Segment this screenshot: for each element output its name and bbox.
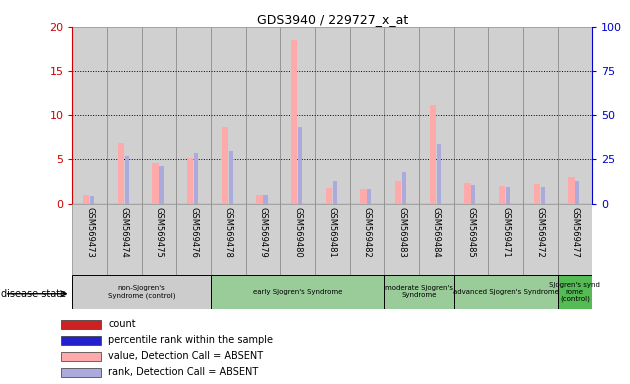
Bar xyxy=(291,40,297,204)
Bar xyxy=(384,204,419,275)
Text: GSM569484: GSM569484 xyxy=(432,207,441,258)
Bar xyxy=(523,27,558,204)
Bar xyxy=(454,204,488,275)
Bar xyxy=(194,153,198,204)
Bar xyxy=(176,204,211,275)
Bar xyxy=(61,368,101,377)
Bar xyxy=(222,127,228,204)
Bar xyxy=(107,27,142,204)
Bar xyxy=(326,188,332,204)
Bar xyxy=(333,182,337,204)
Text: moderate Sjogren's
Syndrome: moderate Sjogren's Syndrome xyxy=(385,285,453,298)
Bar xyxy=(568,177,575,204)
Text: GSM569476: GSM569476 xyxy=(189,207,198,258)
Text: GSM569482: GSM569482 xyxy=(362,207,372,258)
Bar xyxy=(246,27,280,204)
Bar xyxy=(142,204,176,275)
Bar xyxy=(402,172,406,204)
Bar xyxy=(152,163,159,204)
Bar xyxy=(541,187,545,204)
Bar xyxy=(280,27,315,204)
Bar xyxy=(298,127,302,204)
Bar xyxy=(72,27,107,204)
Bar xyxy=(464,183,471,204)
Bar xyxy=(187,157,193,204)
Bar xyxy=(61,336,101,344)
Bar xyxy=(395,182,401,204)
Bar xyxy=(83,195,89,204)
Bar xyxy=(471,185,476,204)
Bar xyxy=(488,27,523,204)
Text: GSM569479: GSM569479 xyxy=(258,207,268,258)
Bar xyxy=(419,27,454,204)
Text: GSM569474: GSM569474 xyxy=(120,207,129,258)
Bar xyxy=(454,275,558,309)
Text: GSM569480: GSM569480 xyxy=(293,207,302,258)
Title: GDS3940 / 229727_x_at: GDS3940 / 229727_x_at xyxy=(256,13,408,26)
Bar xyxy=(506,187,510,204)
Bar xyxy=(263,195,268,204)
Bar xyxy=(280,204,315,275)
Text: percentile rank within the sample: percentile rank within the sample xyxy=(108,335,273,345)
Bar xyxy=(360,189,367,204)
Text: GSM569477: GSM569477 xyxy=(570,207,580,258)
Bar xyxy=(211,275,384,309)
Bar xyxy=(107,204,142,275)
Bar xyxy=(315,27,350,204)
Bar xyxy=(488,204,523,275)
Bar xyxy=(211,204,246,275)
Text: GSM569471: GSM569471 xyxy=(501,207,510,258)
Text: count: count xyxy=(108,319,136,329)
Bar xyxy=(256,195,263,204)
Text: GSM569478: GSM569478 xyxy=(224,207,233,258)
Bar xyxy=(558,204,592,275)
Bar xyxy=(350,204,384,275)
Bar xyxy=(72,275,211,309)
Bar xyxy=(367,189,372,204)
Bar xyxy=(430,104,436,204)
Bar xyxy=(142,27,176,204)
Bar xyxy=(534,184,540,204)
Text: GSM569473: GSM569473 xyxy=(85,207,94,258)
Bar xyxy=(229,151,233,204)
Text: Sjogren's synd
rome
(control): Sjogren's synd rome (control) xyxy=(549,281,600,302)
Bar xyxy=(558,275,592,309)
Bar xyxy=(575,180,580,204)
Text: disease state: disease state xyxy=(1,289,66,299)
Bar xyxy=(523,204,558,275)
Bar xyxy=(61,352,101,361)
Bar xyxy=(211,27,246,204)
Bar xyxy=(125,156,129,204)
Bar xyxy=(61,320,101,329)
Bar xyxy=(384,275,454,309)
Bar xyxy=(350,27,384,204)
Bar xyxy=(499,186,505,204)
Bar xyxy=(419,204,454,275)
Text: advanced Sjogren's Syndrome: advanced Sjogren's Syndrome xyxy=(452,289,559,295)
Bar xyxy=(176,27,211,204)
Text: non-Sjogren's
Syndrome (control): non-Sjogren's Syndrome (control) xyxy=(108,285,176,299)
Text: GSM569485: GSM569485 xyxy=(466,207,476,258)
Bar xyxy=(558,27,592,204)
Bar xyxy=(315,204,350,275)
Text: GSM569475: GSM569475 xyxy=(154,207,164,258)
Text: early Sjogren's Syndrome: early Sjogren's Syndrome xyxy=(253,289,342,295)
Text: GSM569483: GSM569483 xyxy=(397,207,406,258)
Bar xyxy=(454,27,488,204)
Bar xyxy=(159,166,164,204)
Text: GSM569481: GSM569481 xyxy=(328,207,337,258)
Text: rank, Detection Call = ABSENT: rank, Detection Call = ABSENT xyxy=(108,367,258,377)
Bar xyxy=(72,204,107,275)
Bar xyxy=(384,27,419,204)
Text: value, Detection Call = ABSENT: value, Detection Call = ABSENT xyxy=(108,351,263,361)
Text: GSM569472: GSM569472 xyxy=(536,207,545,258)
Bar xyxy=(246,204,280,275)
Bar xyxy=(437,144,441,204)
Bar xyxy=(90,196,94,204)
Bar xyxy=(118,144,124,204)
